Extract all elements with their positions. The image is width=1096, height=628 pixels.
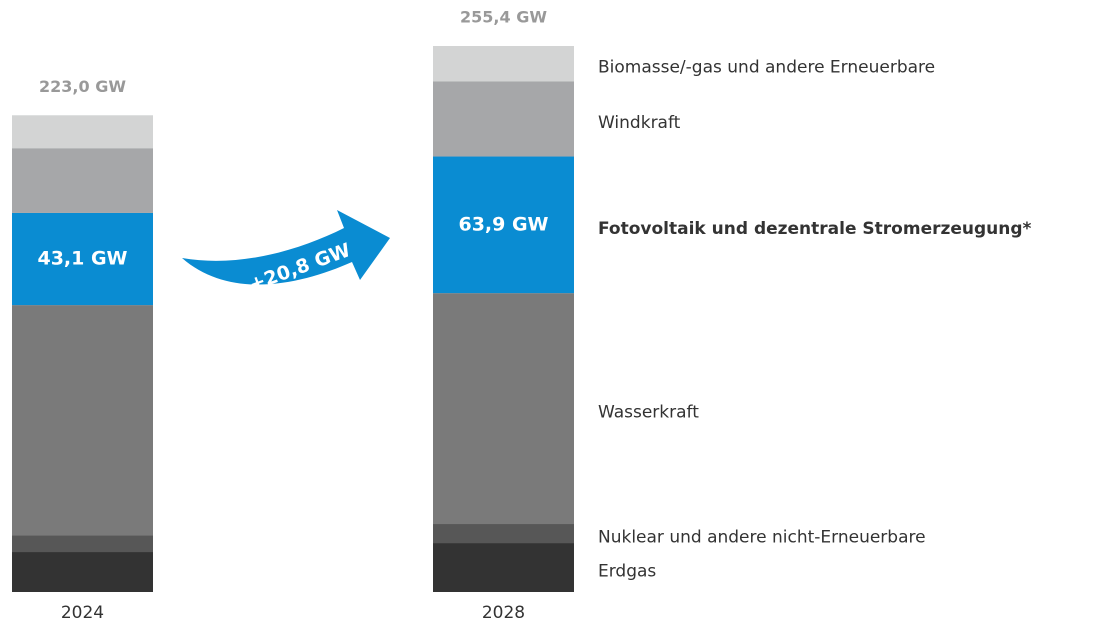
value-label: 63,9 GW — [458, 213, 548, 235]
bar-segment — [433, 543, 574, 592]
legend-label: Biomasse/-gas und andere Erneuerbare — [598, 58, 935, 78]
bar-segment — [433, 156, 574, 294]
bar-segment — [433, 524, 574, 544]
x-tick-label: 2028 — [482, 603, 525, 623]
bar-segment — [12, 535, 153, 553]
bar-segment — [12, 552, 153, 592]
legend-label: Windkraft — [598, 113, 681, 133]
total-label: 255,4 GW — [460, 8, 547, 27]
legend-label: Fotovoltaik und dezentrale Stromerzeugun… — [598, 219, 1032, 239]
bar-segment — [433, 46, 574, 82]
total-label: 223,0 GW — [39, 77, 126, 96]
legend-label: Nuklear und andere nicht-Erneuerbare — [598, 528, 926, 548]
bar-segment — [12, 305, 153, 536]
value-label: 43,1 GW — [37, 248, 127, 270]
legend-label: Erdgas — [598, 562, 656, 582]
bar-segment — [433, 81, 574, 157]
bar-segment — [12, 115, 153, 149]
bar-segment — [12, 148, 153, 213]
bar-segment — [12, 212, 153, 306]
bar-segment — [433, 293, 574, 525]
growth-arrow — [182, 210, 390, 285]
x-tick-label: 2024 — [61, 603, 104, 623]
legend-label: Wasserkraft — [598, 403, 699, 423]
